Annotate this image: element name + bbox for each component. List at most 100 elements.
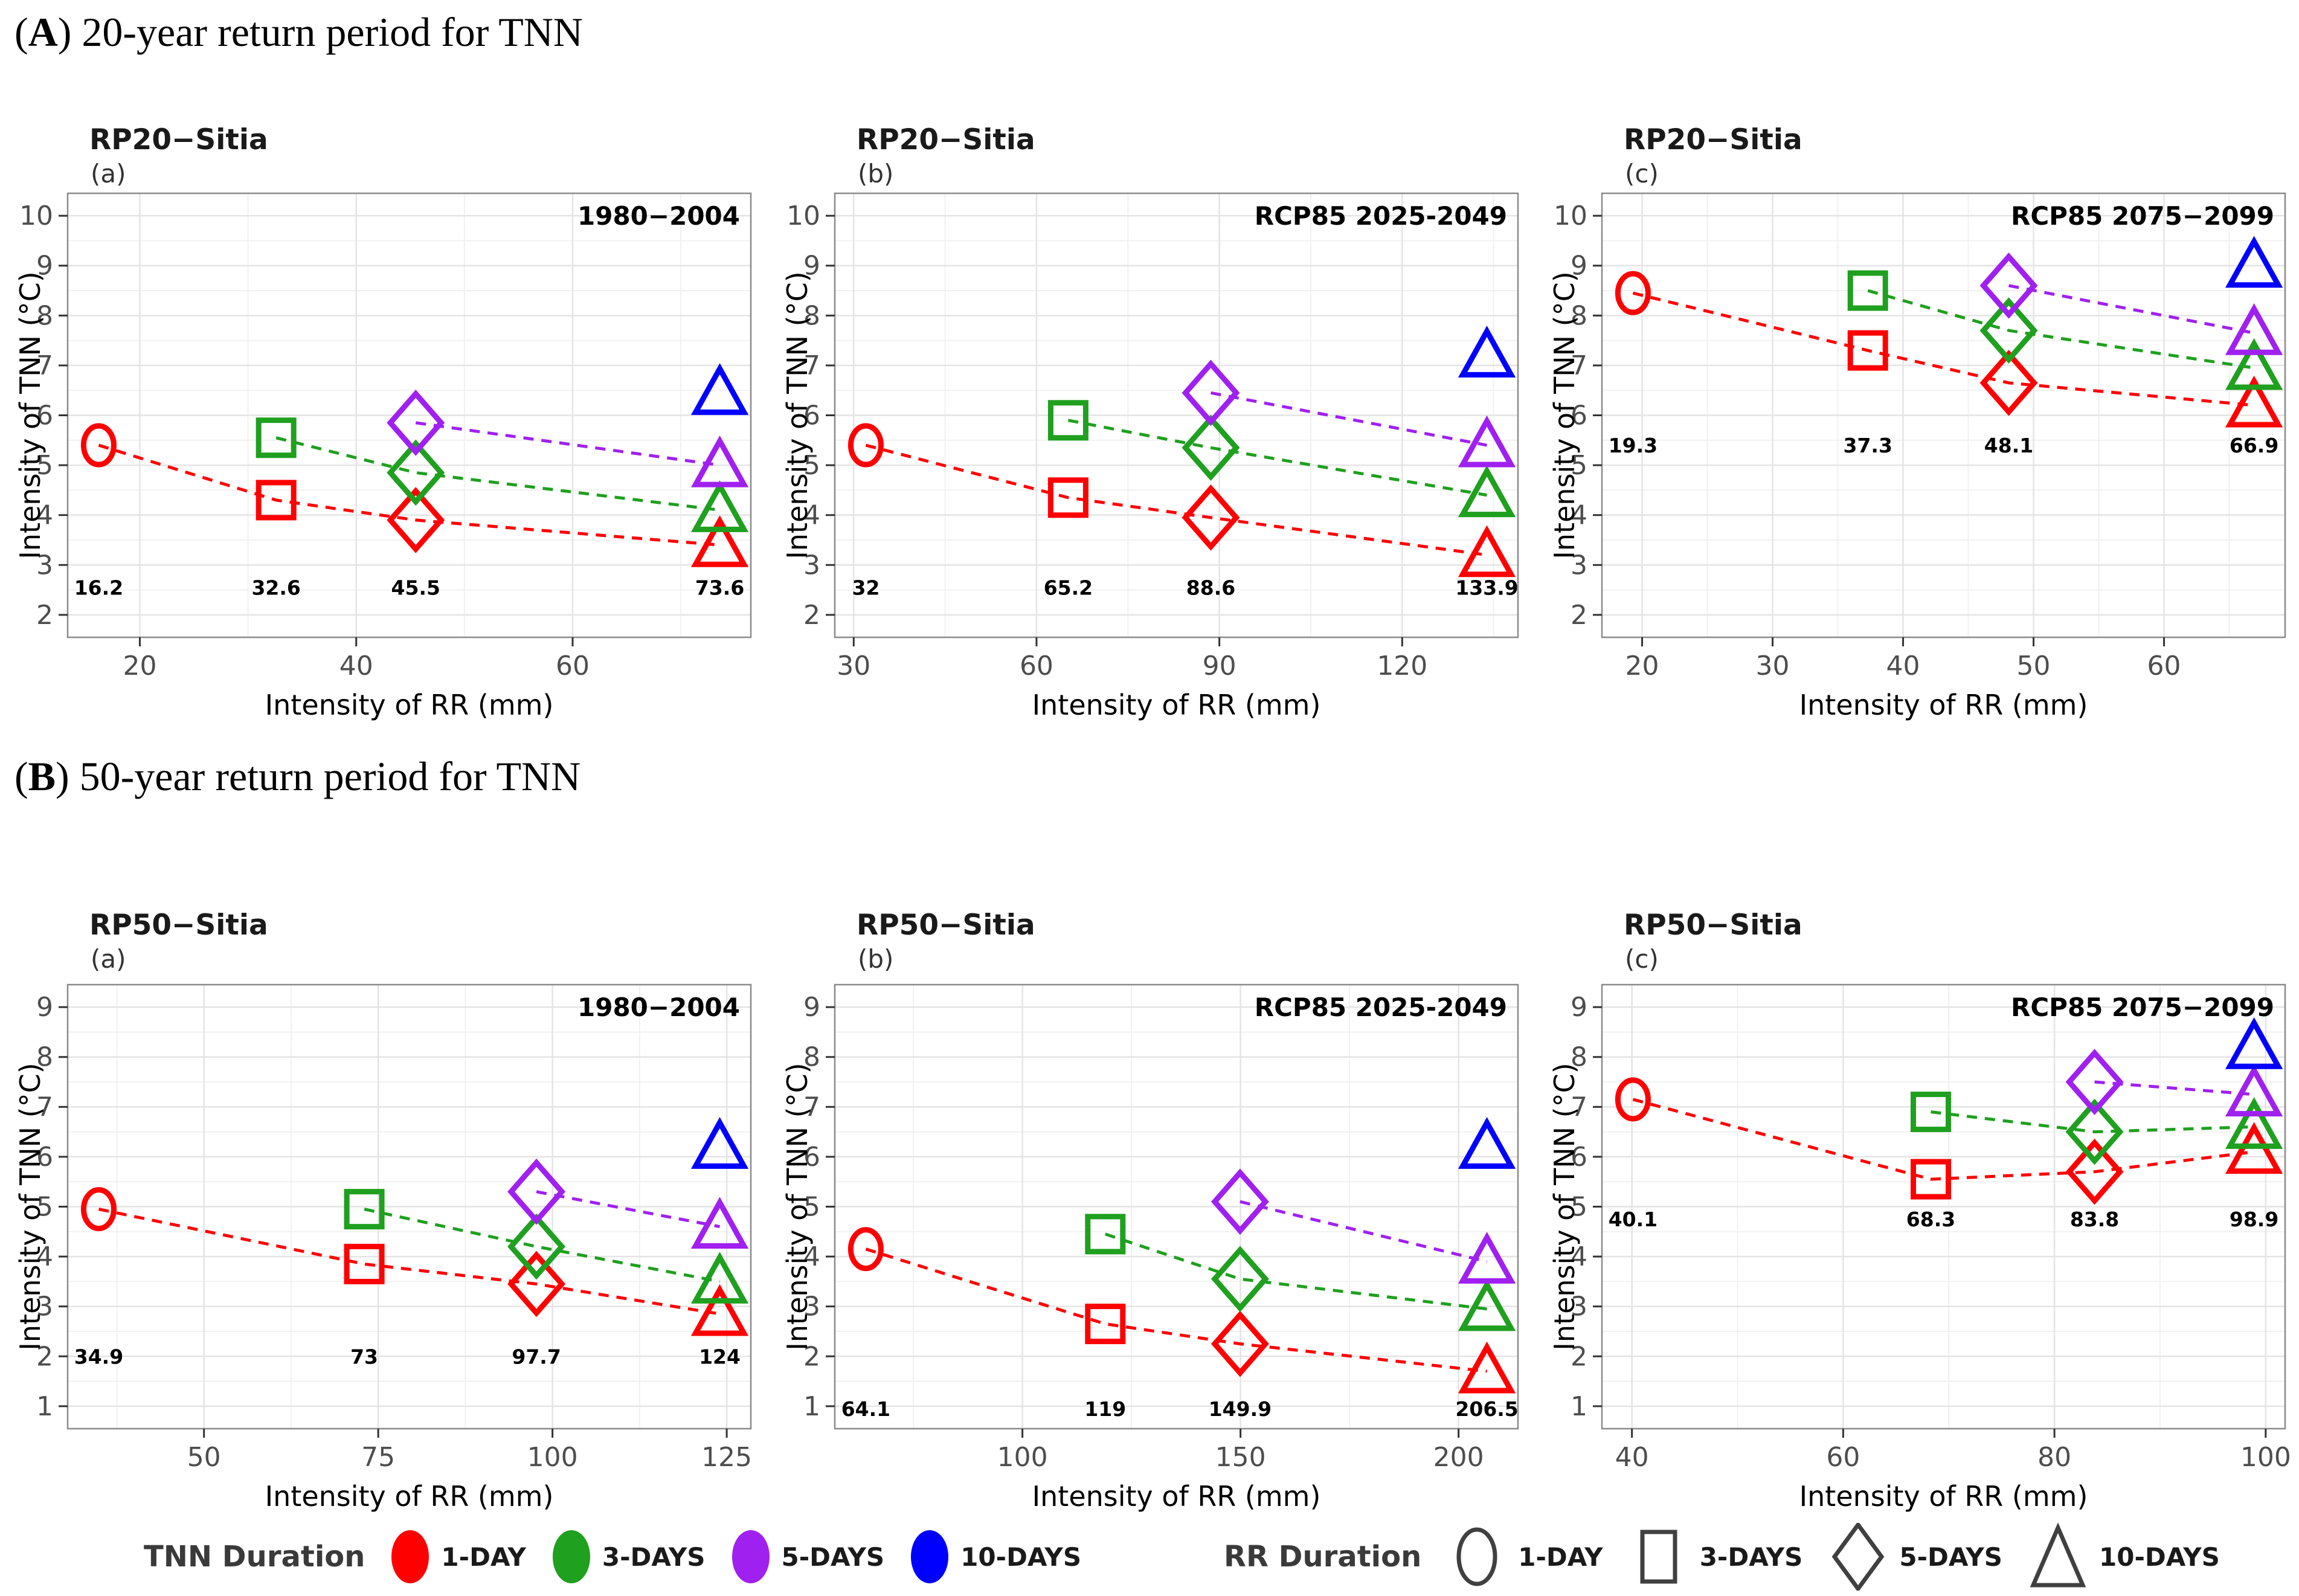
period-label: RCP85 2075−2099 [2011,201,2274,231]
x-tick-label: 30 [837,651,870,681]
x-tick-label: 40 [339,651,373,681]
y-tick-label: 1 [803,1391,820,1422]
y-tick-label: 2 [1571,600,1587,631]
y-tick-label: 6 [803,401,820,431]
rr-value-label: 98.9 [2230,1208,2278,1231]
series-line-red [1632,1098,2254,1181]
legend-item-label: 10-DAYS [2099,1542,2220,1572]
y-tick-label: 7 [1571,1092,1587,1122]
marker-triangle-green [2225,1097,2283,1149]
marker-triangle-purple [2225,1064,2283,1117]
rr-circle-icon [1456,1527,1497,1586]
legend-item-tnn-1-day: 1-DAY [391,1530,526,1583]
y-tick-label: 7 [36,1092,53,1122]
series-line-green [275,436,720,512]
rr-value-label: 45.5 [391,576,440,599]
rr-value-label: 65.2 [1044,576,1093,599]
y-tick-label: 9 [36,251,53,282]
y-tick-label: 4 [1571,1241,1587,1272]
rr-value-label: 64.1 [841,1397,890,1421]
x-tick-label: 60 [556,651,590,681]
y-tick-label: 3 [36,1292,53,1322]
series-line-green [364,1208,721,1283]
marker-square-green [1911,1092,1952,1133]
rr-value-label: 97.7 [512,1345,561,1368]
legend-item-rr-3-days: 3-DAYS [1630,1523,1802,1591]
legend-item-tnn-5-days: 5-DAYS [731,1530,885,1583]
y-tick-label: 5 [36,450,53,481]
marker-square-green [344,1189,385,1230]
x-axis-title: Intensity of RR (mm) [1799,689,2088,721]
x-tick-label: 20 [1625,651,1659,681]
marker-circle-red [1615,1077,1651,1122]
marker-diamond-purple [1182,359,1240,426]
marker-diamond-green [2065,1098,2124,1165]
y-tick-label: 6 [1571,401,1587,431]
marker-triangle-purple [2225,303,2283,355]
y-tick-label: 5 [1571,1192,1587,1223]
series-line-red [1632,291,2254,407]
y-tick-label: 9 [36,992,53,1023]
y-tick-label: 9 [1571,992,1587,1023]
tnn-1-day-circle-icon [391,1530,429,1583]
y-tick-label: 3 [1571,1292,1587,1322]
marker-diamond-green [1211,1246,1269,1313]
marker-triangle-red [690,515,749,567]
marker-triangle-blue [2225,1017,2283,1069]
y-tick-label: 4 [36,1241,53,1272]
tnn-10-days-circle-icon [911,1530,949,1583]
x-tick-label: 60 [1020,651,1053,681]
y-tick-label: 3 [803,550,820,581]
tnn-3-days-circle-icon [552,1530,590,1583]
x-tick-label: 100 [2240,1442,2291,1473]
marker-square-red [1847,330,1888,371]
y-tick-label: 2 [1571,1341,1587,1372]
legend-tnn-duration: TNN Duration 1-DAY 3-DAYS 5-DAYS 10-DAYS [144,1517,1081,1596]
y-tick-label: 3 [1571,550,1587,581]
panel-title: RP20−Sitia [857,123,1035,156]
rr-value-label: 66.9 [2230,434,2278,457]
rr-value-label: 149.9 [1209,1397,1272,1421]
y-tick-label: 3 [36,550,53,581]
x-tick-label: 75 [361,1442,395,1473]
rr-value-label: 133.9 [1455,576,1518,599]
section-b-title: (B) 50-year return period for TNN [14,753,581,799]
marker-diamond-green [387,439,445,506]
legend-item-tnn-10-days: 10-DAYS [911,1530,1081,1583]
panel-rp20-b: 30 60 90 120 2 3 4 5 6 7 8 9 10 Intensity of RR (mm) I… [781,123,1519,721]
y-tick-label: 5 [1571,450,1587,481]
marker-circle-red [1615,271,1651,315]
y-tick-label: 7 [36,350,53,381]
x-tick-label: 40 [1886,651,1920,681]
panel-title: RP50−Sitia [1624,909,1802,942]
x-tick-label: 125 [701,1442,752,1473]
marker-square-red [1047,477,1088,518]
series-line-red [98,1208,720,1316]
legend-item-label: 1-DAY [441,1542,526,1572]
figure-legend: TNN Duration 1-DAY 3-DAYS 5-DAYS 10-DAYS… [0,1517,2299,1596]
legend-rr-label: RR Duration [1224,1540,1422,1574]
marker-square-green [1047,400,1088,441]
marker-circle-red [847,1227,884,1272]
marker-square-green [1085,1214,1126,1255]
y-tick-label: 6 [803,1142,820,1173]
series-line-red [865,1247,1487,1373]
marker-square-red [1085,1304,1126,1345]
y-axis-title: Intensity of TNN (°C) [1548,1063,1581,1350]
panel-rp20-c: 20 30 40 50 60 2 3 4 5 6 7 8 9 10 Intensity of RR (mm)… [1548,123,2286,721]
panel-title: RP20−Sitia [1624,123,1802,156]
legend-item-label: 5-DAYS [781,1542,885,1572]
panel-tag: (a) [91,159,126,188]
marker-triangle-red [1458,1341,1516,1394]
y-tick-label: 4 [803,500,820,531]
x-tick-label: 60 [1826,1442,1860,1473]
marker-diamond-red [2065,1138,2124,1205]
y-tick-label: 2 [36,1341,53,1372]
period-label: RCP85 2025-2049 [1255,201,1507,231]
marker-triangle-red [2225,1122,2283,1174]
marker-triangle-red [690,1284,749,1336]
y-tick-label: 7 [1571,350,1587,381]
y-axis-title: Intensity of TNN (°C) [14,271,47,559]
rr-diamond-icon [1832,1523,1885,1591]
x-axis-title: Intensity of RR (mm) [1032,1480,1321,1513]
